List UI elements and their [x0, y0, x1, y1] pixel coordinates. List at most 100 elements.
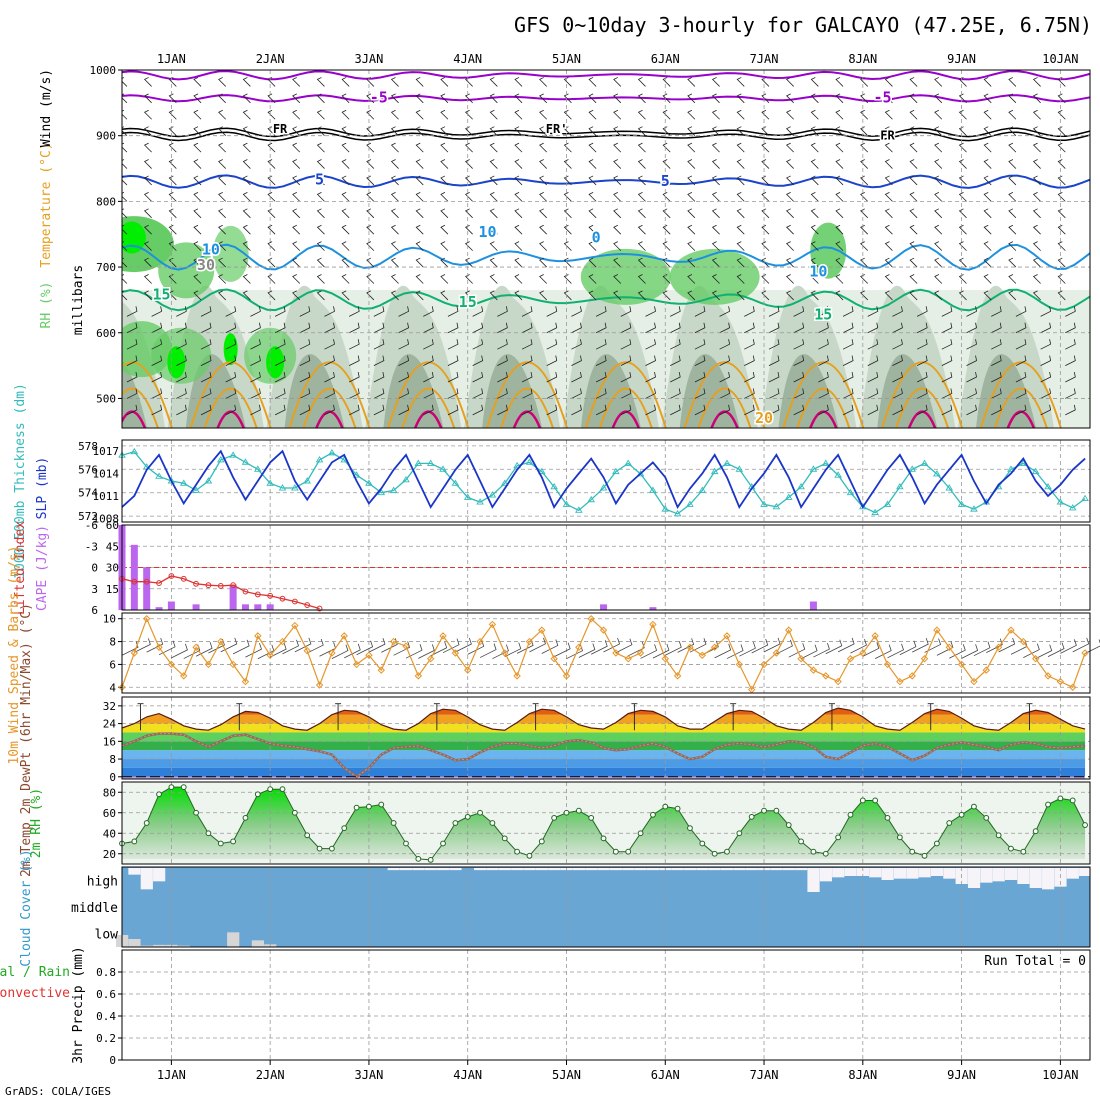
wind-barb — [1057, 241, 1066, 251]
wind-barb — [860, 109, 869, 120]
panel-cloud: high middle low Cloud Cover (%) — [19, 849, 1092, 967]
wind-barb — [916, 339, 928, 350]
wind-barb — [274, 306, 286, 317]
wind-barb — [341, 126, 350, 136]
wind-barb — [455, 637, 472, 653]
data-point-thickness — [772, 502, 781, 510]
wind-barb — [269, 642, 287, 658]
data-point-rh — [711, 850, 718, 857]
wind-barb — [983, 77, 992, 87]
y-tick-label: 600 — [96, 327, 116, 340]
wind-barb — [983, 208, 992, 219]
bar-cloud-high-gap — [437, 868, 450, 871]
wind-barb — [862, 642, 880, 657]
wind-barb — [1040, 339, 1052, 350]
wind-barb — [595, 306, 607, 317]
wind-barb — [687, 290, 696, 301]
wind-barb — [415, 77, 424, 87]
data-point-lifted — [131, 578, 138, 585]
wind-barb — [390, 175, 399, 186]
wind-barb — [514, 93, 523, 104]
wind-barb — [521, 339, 533, 350]
wind-barb — [1047, 642, 1065, 657]
data-point-rh — [514, 848, 521, 855]
wind-barb — [1040, 306, 1052, 317]
wind-barb — [143, 274, 152, 284]
cloud-level-label: low — [95, 928, 119, 943]
data-point-wind-speed — [933, 626, 941, 634]
wind-barb — [122, 142, 128, 153]
wind-barb — [521, 404, 533, 416]
wind-barb — [514, 274, 523, 284]
wind-barb — [694, 322, 706, 334]
wind-barb — [143, 126, 152, 136]
wind-barb — [218, 175, 226, 186]
data-point-rh — [872, 797, 879, 804]
wind-barb — [143, 93, 152, 104]
contour-label: -5 — [874, 89, 892, 107]
surface-wind-barbs — [121, 637, 1100, 660]
wind-barb — [835, 257, 844, 268]
wind-barb — [645, 371, 656, 383]
ylabel-wind: 10m Wind Speed & Barbs (m/s) — [7, 545, 22, 764]
data-point-thickness — [834, 471, 842, 478]
wind-barb — [637, 192, 646, 202]
data-point-rh — [724, 848, 730, 855]
wind-barb — [267, 109, 276, 120]
wind-barb — [934, 192, 943, 202]
temp-contour-minus10 — [122, 70, 1090, 81]
data-point-wind-speed — [945, 643, 953, 651]
wind-barb — [785, 77, 794, 87]
wind-barb — [200, 355, 212, 366]
wind-barb — [299, 322, 311, 334]
wind-barb — [909, 208, 918, 219]
wind-barb — [292, 241, 301, 251]
data-point-wind-speed — [686, 643, 694, 651]
wind-barb — [316, 93, 325, 104]
data-point-lifted — [205, 582, 212, 589]
data-point-rh — [242, 814, 249, 821]
data-point-thickness — [957, 500, 966, 507]
wind-barb — [785, 109, 794, 120]
data-point-thickness — [365, 479, 373, 486]
wind-barb — [143, 77, 152, 87]
wind-barb — [761, 192, 770, 202]
data-point-wind-speed — [710, 643, 719, 651]
bar-cloud-high-gap — [795, 868, 808, 871]
wind-barb — [316, 77, 325, 87]
wind-barb — [324, 339, 335, 350]
wind-barb — [489, 192, 498, 202]
wind-barb — [366, 290, 375, 301]
bar-cape — [155, 607, 163, 610]
wind-barb — [662, 192, 671, 202]
temp-band — [122, 767, 1086, 777]
wind-barb — [472, 388, 484, 399]
wind-barb — [521, 355, 533, 366]
bar-cloud-low-gap — [140, 945, 153, 947]
wind-barb — [341, 257, 350, 268]
temp-contour-30 — [1006, 410, 1036, 428]
data-point-wind-speed — [204, 660, 213, 669]
data-point-rh — [761, 807, 767, 814]
wind-barb — [423, 371, 434, 383]
data-point-wind-speed — [192, 643, 200, 651]
temp-contour-25 — [993, 387, 1048, 428]
data-point-thickness — [389, 486, 398, 493]
temp-contour-25 — [796, 387, 851, 428]
x-tick-label-bottom: 10JAN — [1042, 1068, 1078, 1082]
wind-barb — [539, 192, 548, 202]
wind-barb — [687, 192, 696, 202]
wind-barb — [479, 643, 497, 658]
wind-barb — [1032, 208, 1041, 219]
wind-barb — [620, 388, 632, 399]
wind-barb — [694, 404, 706, 416]
wind-barb — [497, 388, 508, 399]
wind-barb — [813, 642, 830, 658]
wind-barb — [529, 637, 546, 653]
wind-barb — [193, 77, 202, 87]
wind-barb — [316, 274, 325, 284]
y-tick-label-thickness: 578 — [78, 440, 98, 453]
wind-barb — [373, 388, 385, 399]
wind-barb — [193, 175, 202, 186]
wind-barb — [193, 274, 202, 284]
